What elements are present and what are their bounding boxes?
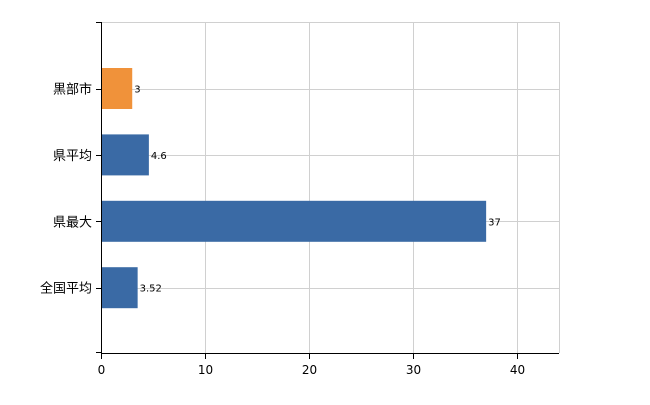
grid-layer xyxy=(101,22,560,353)
x-tick-label-30: 30 xyxy=(406,363,421,377)
x-tick-label-40: 40 xyxy=(510,363,525,377)
bar-layer xyxy=(101,68,487,309)
data-label-0: 3 xyxy=(134,85,140,96)
bar-1 xyxy=(101,134,149,176)
data-label-3: 3.52 xyxy=(140,284,162,295)
category-label-2: 県最大 xyxy=(53,215,92,230)
data-label-2: 37 xyxy=(488,217,501,228)
label-layer: 3 黒部市 4.6 県平均 37 県最大 3.52 全国平均 0 10 20 30 40 xyxy=(40,82,525,378)
data-label-1: 4.6 xyxy=(151,151,167,162)
bar-0 xyxy=(101,68,133,109)
bar-2 xyxy=(101,200,487,242)
x-tick-label-20: 20 xyxy=(302,363,317,377)
bar-3 xyxy=(101,267,138,309)
x-tick-label-0: 0 xyxy=(98,363,106,377)
category-label-0: 黒部市 xyxy=(53,82,92,98)
axis-layer xyxy=(96,22,559,359)
x-tick-label-10: 10 xyxy=(198,363,213,377)
category-label-3: 全国平均 xyxy=(40,281,92,297)
category-label-1: 県平均 xyxy=(53,149,92,164)
